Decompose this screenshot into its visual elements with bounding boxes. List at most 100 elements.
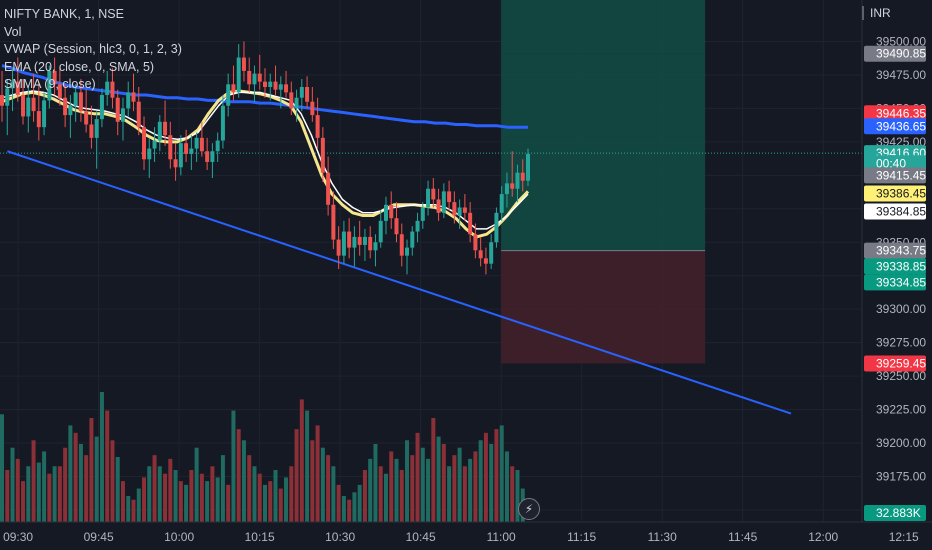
volume-bar <box>0 414 4 522</box>
candle-body <box>31 97 36 112</box>
volume-bar <box>273 470 278 522</box>
target-zone <box>501 53 706 251</box>
price-label: 39343.75 <box>876 244 926 258</box>
time-axis[interactable]: 09:30 09:45 10:00 10:15 10:30 10:45 11:00 11:15… <box>0 521 932 550</box>
volume-bar <box>110 440 115 522</box>
candle-body <box>410 231 415 248</box>
target-zone-upper <box>501 0 706 54</box>
price-label-bg <box>864 167 926 184</box>
candle-body <box>315 115 320 138</box>
candle-body <box>47 70 52 101</box>
candle-body <box>110 81 115 98</box>
time-tick-label: 11:15 <box>567 530 596 544</box>
indicator-ema[interactable]: EMA (20, close, 0, SMA, 5) <box>4 59 155 74</box>
candle-body <box>483 258 488 264</box>
candle-body <box>215 140 220 152</box>
time-tick-label: 11:00 <box>487 530 516 544</box>
candle-body <box>173 159 178 168</box>
volume-bar <box>115 457 120 522</box>
volume-bar <box>178 481 183 522</box>
symbol-title[interactable]: NIFTY BANK, 1, NSE <box>4 7 124 21</box>
candle-body <box>294 97 299 109</box>
volume-label: 32.883K <box>876 506 921 520</box>
price-label: 39490.85 <box>876 47 926 61</box>
candle-body <box>426 188 431 208</box>
volume-bar <box>499 425 504 522</box>
candle-body <box>420 207 425 221</box>
indicator-vol[interactable]: Vol <box>4 24 22 39</box>
candle-body <box>184 143 189 154</box>
time-tick-label: 10:30 <box>325 530 355 544</box>
candle-body <box>26 97 31 117</box>
vwap-line <box>1 64 528 129</box>
candle-body <box>189 148 194 154</box>
price-label: 39334.85 <box>876 275 926 289</box>
volume-bar <box>94 436 99 522</box>
indicator-vwap[interactable]: VWAP (Session, hlc3, 0, 1, 2, 3) <box>4 42 182 56</box>
volume-bar <box>47 473 52 522</box>
volume-bar <box>489 444 494 522</box>
volume-bar <box>410 455 415 522</box>
stop-zone <box>501 250 706 364</box>
volume-bar <box>320 447 325 522</box>
candle-body <box>205 151 210 162</box>
candle-body <box>478 250 483 259</box>
price-label: 39384.85 <box>876 204 926 218</box>
volume-bar <box>231 410 236 522</box>
candle-body <box>326 172 331 205</box>
indicator-smma[interactable]: SMMA (9, close) <box>4 77 96 91</box>
candle-body <box>520 172 525 181</box>
trendline[interactable] <box>7 150 792 415</box>
candle-body <box>347 231 352 248</box>
volume-bar <box>483 432 488 522</box>
candle-body <box>257 73 262 82</box>
volume-bar <box>336 484 341 522</box>
price-label-bg <box>864 203 926 220</box>
candle-body <box>226 84 231 106</box>
volume-bar <box>362 470 367 522</box>
volume-bar <box>263 484 267 522</box>
candle-body <box>399 234 404 256</box>
volume-bar <box>226 484 231 522</box>
volume-bar <box>510 466 515 522</box>
candle-body <box>52 70 57 85</box>
time-tick-label: 11:45 <box>728 530 757 544</box>
currency-label[interactable]: INR <box>870 6 891 20</box>
volume-bar <box>247 455 252 522</box>
volume-bar <box>36 462 41 522</box>
price-label: 39386.45 <box>876 186 926 200</box>
candle-body <box>447 191 452 203</box>
candle-body <box>405 247 410 256</box>
volume-bar <box>452 455 457 522</box>
lightning-icon[interactable]: ⚡︎ <box>518 498 540 520</box>
volume-bar <box>73 432 78 522</box>
price-label-bg <box>864 258 926 275</box>
volume-bar <box>504 451 509 522</box>
trendline-segment <box>7 150 792 415</box>
volume-bar <box>368 458 373 522</box>
volume-bar <box>436 436 441 522</box>
candle-body <box>415 220 420 232</box>
candle-body <box>263 81 267 87</box>
candle-body <box>68 105 73 116</box>
candle-body <box>436 199 441 213</box>
candle-body <box>210 151 215 162</box>
volume-bar <box>199 473 204 522</box>
candle-body <box>36 111 41 128</box>
candle-body <box>126 92 131 109</box>
volume-bar <box>341 496 346 522</box>
volume-bar <box>347 499 352 522</box>
volume-bar <box>420 447 425 522</box>
price-tick-label: 39200.00 <box>876 436 926 450</box>
candle-body <box>241 57 246 71</box>
candle-body <box>504 183 509 195</box>
scale-divider <box>862 6 864 20</box>
volume-bar <box>305 410 310 522</box>
volume-bar <box>236 429 241 522</box>
volume-bar <box>473 451 478 522</box>
volume-bar <box>515 470 520 522</box>
currency-header: INR <box>862 6 891 20</box>
time-tick-label: 10:45 <box>406 530 436 544</box>
candle-body <box>99 95 104 120</box>
